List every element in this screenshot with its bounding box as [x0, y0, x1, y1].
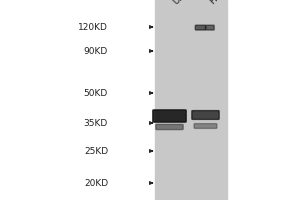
Text: 50KD: 50KD	[84, 88, 108, 98]
Text: HepG2: HepG2	[208, 0, 236, 6]
Text: 35KD: 35KD	[84, 118, 108, 128]
Text: 20KD: 20KD	[84, 178, 108, 188]
Text: 25KD: 25KD	[84, 146, 108, 156]
FancyBboxPatch shape	[153, 110, 186, 122]
FancyBboxPatch shape	[195, 25, 206, 30]
Text: U251: U251	[172, 0, 195, 6]
Bar	[154, 0, 226, 200]
FancyBboxPatch shape	[192, 111, 219, 119]
Text: 120KD: 120KD	[78, 22, 108, 31]
FancyBboxPatch shape	[194, 124, 217, 128]
FancyBboxPatch shape	[206, 25, 214, 30]
Text: 90KD: 90KD	[84, 46, 108, 55]
FancyBboxPatch shape	[156, 124, 183, 130]
